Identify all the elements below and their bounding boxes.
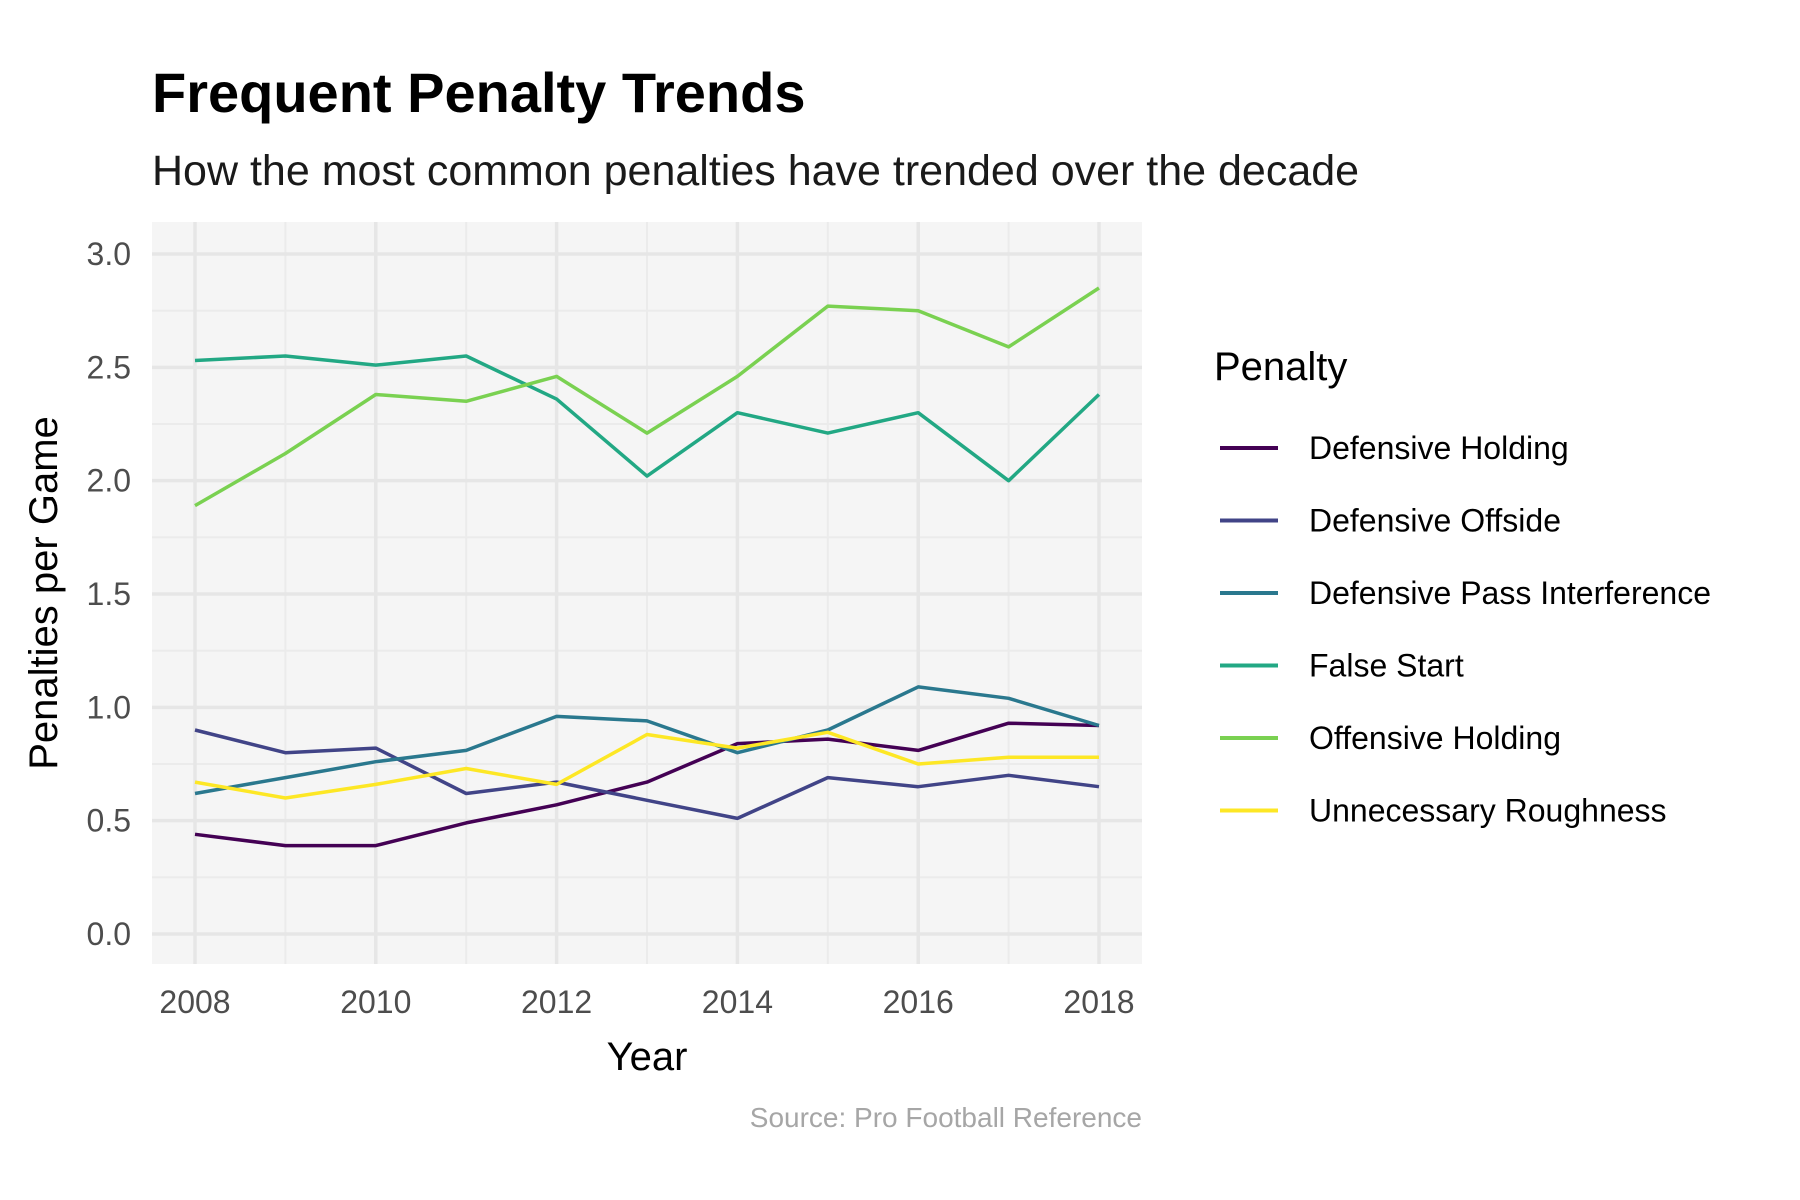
legend-title: Penalty [1214,345,1347,389]
x-tick-label: 2016 [883,984,954,1020]
y-axis-title: Penalties per Game [22,416,66,770]
series-line-false-start [194,354,1101,483]
x-tick-label: 2012 [521,984,592,1020]
legend-label-defensive-pass-interference: Defensive Pass Interference [1309,575,1711,611]
y-tick-label: 2.0 [87,463,131,499]
y-tick-labels: 0.0 0.5 1.0 1.5 2.0 2.5 3.0 [87,236,131,952]
legend: Defensive Holding Defensive Offside Defens… [1220,430,1711,829]
x-tick-label: 2014 [702,984,773,1020]
y-tick-label: 1.0 [87,689,131,725]
x-axis-title: Year [607,1035,688,1079]
x-tick-label: 2018 [1063,984,1134,1020]
series-line-defensive-pass-interference [194,685,1100,796]
chart-title: Frequent Penalty Trends [152,61,806,124]
legend-label-offensive-holding: Offensive Holding [1309,720,1561,756]
legend-label-defensive-offside: Defensive Offside [1309,503,1561,539]
x-tick-labels: 2008 2010 2012 2014 2016 2018 [159,984,1134,1020]
legend-label-false-start: False Start [1309,648,1464,684]
chart-caption: Source: Pro Football Reference [750,1102,1142,1133]
series-line-defensive-offside [194,728,1100,821]
y-tick-label: 0.0 [87,916,131,952]
legend-label-unnecessary-roughness: Unnecessary Roughness [1309,793,1667,829]
y-tick-label: 3.0 [87,236,131,272]
grid-lines [152,222,1142,964]
y-tick-label: 0.5 [87,803,131,839]
y-tick-label: 2.5 [87,349,131,385]
x-tick-label: 2008 [159,984,230,1020]
chart-subtitle: How the most common penalties have trend… [152,147,1359,195]
series-line-defensive-holding [194,721,1100,848]
series-line-offensive-holding [194,286,1100,508]
y-tick-label: 1.5 [87,576,131,612]
legend-label-defensive-holding: Defensive Holding [1309,430,1569,466]
x-tick-label: 2010 [340,984,411,1020]
series-lines [194,286,1101,848]
series-line-unnecessary-roughness [194,730,1099,800]
